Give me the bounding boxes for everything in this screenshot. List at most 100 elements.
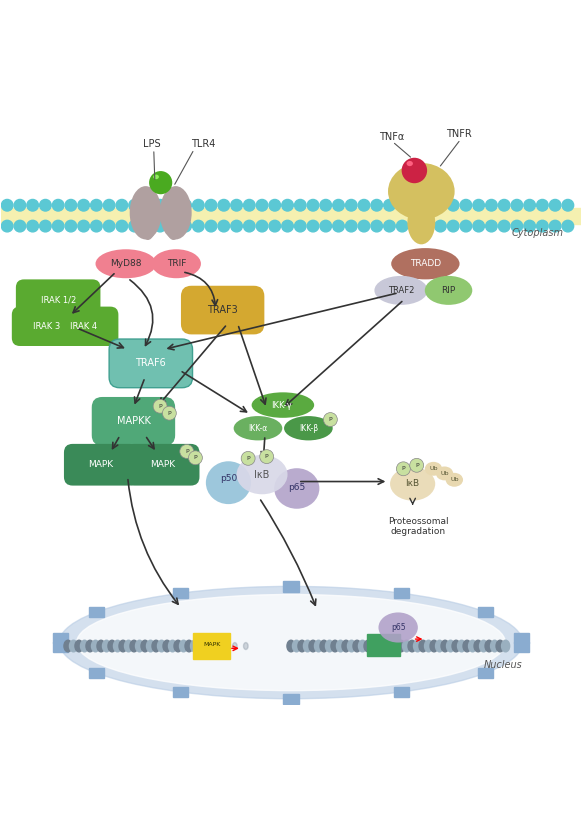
FancyBboxPatch shape: [49, 307, 118, 346]
Ellipse shape: [446, 640, 455, 652]
Text: IRAK 1/2: IRAK 1/2: [41, 295, 76, 304]
FancyBboxPatch shape: [92, 397, 175, 445]
Bar: [514, 633, 530, 643]
Circle shape: [409, 199, 421, 211]
Ellipse shape: [386, 640, 394, 652]
FancyBboxPatch shape: [181, 286, 264, 334]
Ellipse shape: [153, 175, 159, 179]
Ellipse shape: [284, 416, 333, 440]
Circle shape: [485, 199, 497, 211]
Circle shape: [282, 220, 293, 232]
Text: P: P: [185, 449, 189, 454]
Circle shape: [396, 220, 408, 232]
Ellipse shape: [298, 640, 306, 652]
Ellipse shape: [95, 249, 157, 278]
Text: P: P: [246, 456, 250, 461]
Ellipse shape: [480, 640, 488, 652]
Circle shape: [129, 199, 140, 211]
Circle shape: [241, 451, 255, 465]
Circle shape: [524, 220, 535, 232]
Ellipse shape: [91, 640, 100, 652]
Text: p50: p50: [220, 474, 237, 483]
Ellipse shape: [390, 467, 435, 500]
Ellipse shape: [359, 640, 367, 652]
Circle shape: [91, 199, 102, 211]
Text: p65: p65: [391, 623, 406, 632]
Circle shape: [562, 220, 574, 232]
FancyBboxPatch shape: [64, 444, 138, 485]
Bar: [394, 588, 409, 598]
Ellipse shape: [97, 640, 105, 652]
Ellipse shape: [407, 161, 413, 166]
Ellipse shape: [113, 640, 122, 652]
Ellipse shape: [469, 640, 477, 652]
Circle shape: [167, 220, 179, 232]
Circle shape: [104, 199, 115, 211]
Circle shape: [324, 413, 338, 426]
Text: P: P: [329, 417, 332, 422]
Ellipse shape: [59, 587, 523, 699]
Circle shape: [256, 199, 268, 211]
Circle shape: [91, 220, 102, 232]
Circle shape: [65, 199, 77, 211]
Ellipse shape: [211, 642, 215, 650]
Ellipse shape: [108, 640, 116, 652]
Ellipse shape: [408, 640, 416, 652]
Text: IRAK 3: IRAK 3: [33, 322, 60, 331]
Ellipse shape: [391, 248, 460, 279]
Text: Proteossomal
degradation: Proteossomal degradation: [388, 517, 449, 536]
Circle shape: [205, 220, 217, 232]
Ellipse shape: [69, 640, 77, 652]
Circle shape: [218, 199, 230, 211]
Circle shape: [320, 220, 332, 232]
Circle shape: [384, 199, 395, 211]
Text: TRIF: TRIF: [166, 259, 186, 268]
Circle shape: [141, 199, 153, 211]
Circle shape: [52, 199, 64, 211]
Circle shape: [230, 220, 242, 232]
Text: p65: p65: [288, 483, 306, 492]
Circle shape: [243, 220, 255, 232]
Bar: [173, 686, 188, 697]
Circle shape: [269, 199, 281, 211]
Ellipse shape: [381, 640, 389, 652]
Ellipse shape: [77, 594, 505, 691]
Ellipse shape: [179, 640, 187, 652]
Text: Ub: Ub: [440, 471, 449, 476]
Ellipse shape: [233, 416, 282, 440]
Ellipse shape: [436, 466, 453, 480]
Circle shape: [333, 220, 345, 232]
Circle shape: [396, 462, 410, 475]
Circle shape: [162, 406, 176, 420]
Ellipse shape: [392, 640, 400, 652]
Ellipse shape: [222, 642, 226, 650]
Bar: [193, 633, 230, 659]
Text: TNFα: TNFα: [378, 131, 404, 141]
Ellipse shape: [370, 640, 378, 652]
Ellipse shape: [165, 200, 182, 240]
FancyArrowPatch shape: [130, 280, 153, 346]
Circle shape: [78, 199, 90, 211]
Circle shape: [14, 220, 26, 232]
Ellipse shape: [314, 640, 322, 652]
Circle shape: [384, 220, 395, 232]
Ellipse shape: [320, 640, 328, 652]
Bar: [514, 642, 530, 652]
Text: TRAF3: TRAF3: [207, 305, 238, 315]
Circle shape: [346, 199, 357, 211]
Circle shape: [498, 220, 510, 232]
Text: P: P: [158, 404, 162, 409]
Bar: [283, 694, 299, 704]
Text: P: P: [168, 411, 171, 416]
Ellipse shape: [201, 640, 210, 652]
Ellipse shape: [119, 640, 127, 652]
Circle shape: [511, 199, 523, 211]
Ellipse shape: [287, 640, 295, 652]
Circle shape: [358, 220, 370, 232]
Circle shape: [473, 220, 484, 232]
Circle shape: [460, 220, 472, 232]
Circle shape: [549, 199, 561, 211]
Circle shape: [409, 220, 421, 232]
Circle shape: [346, 220, 357, 232]
Text: IKK-β: IKK-β: [299, 424, 318, 433]
